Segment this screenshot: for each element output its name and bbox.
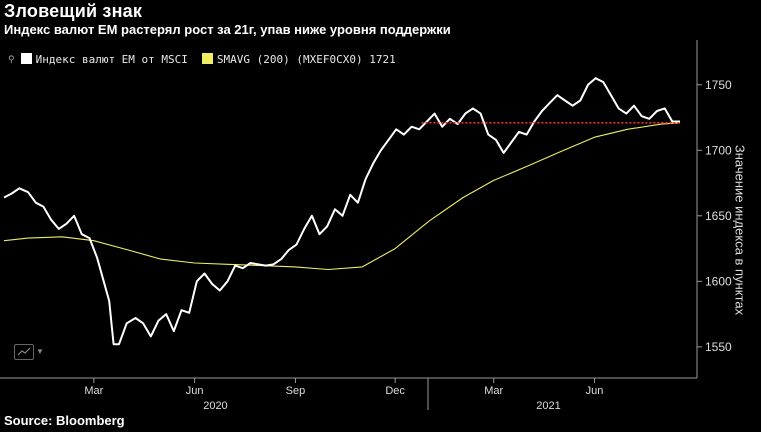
legend-swatch-smavg: [201, 53, 213, 64]
y-tick-label: 1750: [705, 78, 732, 92]
x-tick-label: Sep: [286, 385, 306, 397]
y-tick-label: 1650: [705, 209, 732, 223]
x-tick-label: Mar: [84, 385, 103, 397]
legend-item-index[interactable]: Индекс валют EM от MSCI: [20, 53, 188, 66]
series-line-index: [3, 77, 680, 346]
y-tick-label: 1600: [705, 274, 732, 288]
legend-label-smavg: SMAVG (200) (MXEF0CX0) 1721: [216, 53, 396, 66]
year-label: 2020: [203, 400, 227, 412]
y-tick-label: 1700: [705, 143, 732, 157]
x-tick-label: Dec: [385, 385, 405, 397]
year-label: 2021: [536, 400, 560, 412]
y-axis-label: Значение индекса в пунктах: [732, 144, 748, 316]
legend-label-index: Индекс валют EM от MSCI: [35, 53, 188, 66]
legend: ⚲ Индекс валют EM от MSCI SMAVG (200) (M…: [8, 53, 396, 66]
chart-canvas: 1550 1600 1650 1700 1750 Mar Jun Sep Dec Mar Jun 20…: [0, 40, 732, 412]
pin-icon[interactable]: ⚲: [8, 54, 15, 65]
chart-subtitle: Индекс валют ЕМ растерял рост за 21г, уп…: [4, 22, 451, 37]
x-tick-label: Mar: [484, 385, 503, 397]
series-line-smavg: [3, 122, 681, 271]
chart-type-button[interactable]: [14, 344, 34, 360]
legend-swatch-index: [20, 53, 32, 64]
chevron-down-icon[interactable]: ▼: [36, 347, 44, 356]
x-tick-label: Jun: [586, 385, 604, 397]
x-tick-label: Jun: [186, 385, 204, 397]
line-chart-icon: [17, 347, 31, 356]
chart-title: Зловещий знак: [4, 1, 143, 21]
y-tick-label: 1550: [705, 340, 732, 354]
source-note: Source: Bloomberg: [4, 413, 125, 428]
legend-item-smavg[interactable]: SMAVG (200) (MXEF0CX0) 1721: [201, 53, 396, 66]
